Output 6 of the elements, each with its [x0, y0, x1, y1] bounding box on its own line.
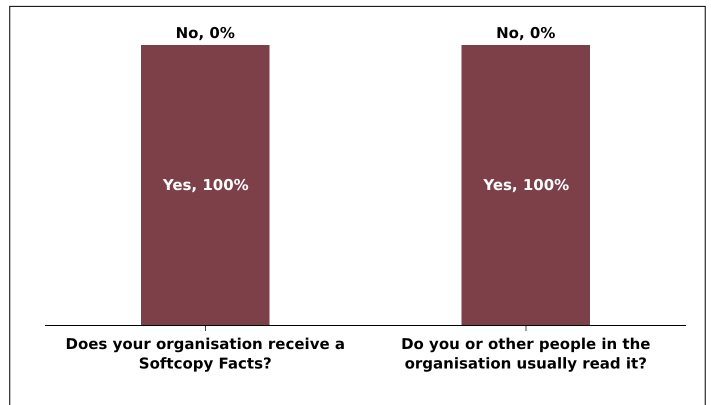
- data-label: No, 0%: [496, 24, 556, 42]
- data-label: Yes, 100%: [162, 176, 249, 194]
- x-tick-label: Does your organisation receive a Softcopy Facts?: [66, 335, 345, 372]
- data-label: No, 0%: [176, 24, 235, 42]
- x-tick-label: Do you or other people in the organisation usually read it?: [401, 335, 650, 372]
- data-label: Yes, 100%: [482, 176, 570, 194]
